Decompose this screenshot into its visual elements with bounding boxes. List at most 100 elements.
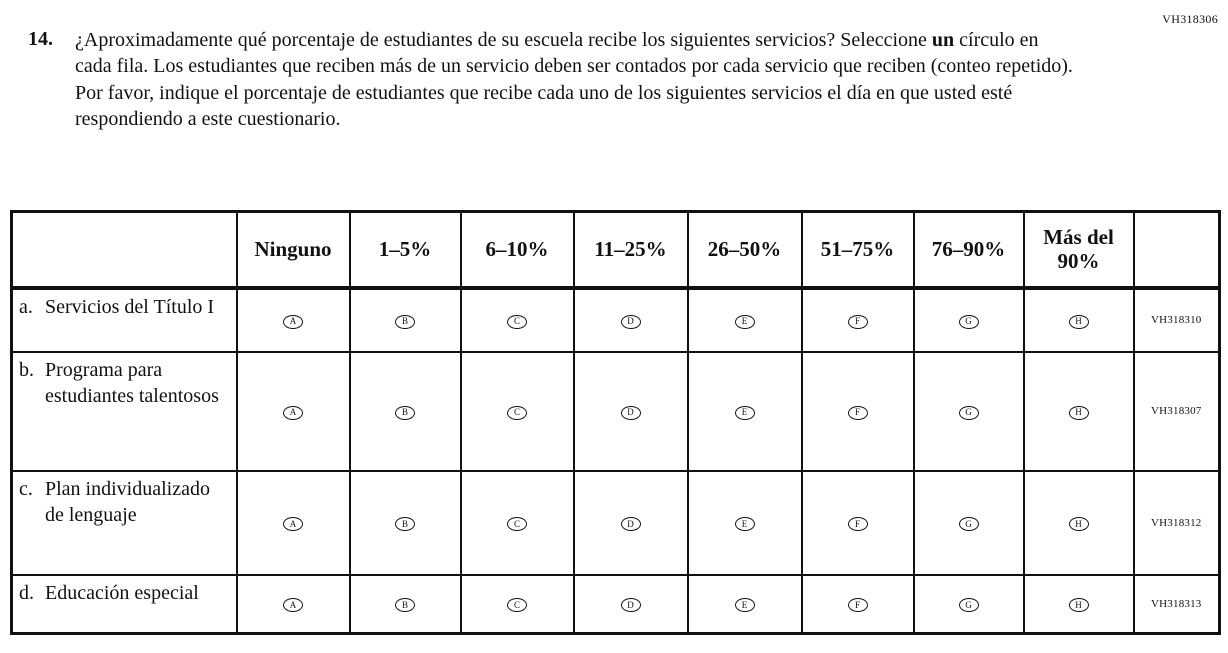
header-11-25: 11–25% bbox=[572, 210, 689, 290]
option-cell: G bbox=[912, 469, 1025, 576]
option-cell: B bbox=[348, 573, 462, 635]
table-row-a: a. Servicios del Título I A B C D E F G … bbox=[10, 286, 1221, 353]
option-cell: D bbox=[572, 573, 689, 635]
row-prefix: a. bbox=[19, 295, 33, 318]
option-circle-e[interactable]: E bbox=[734, 598, 755, 613]
header-26-50: 26–50% bbox=[686, 210, 803, 290]
table-row-b: b. Programa para estudiantes talentosos … bbox=[10, 350, 1221, 472]
row-label-a: a. Servicios del Título I bbox=[10, 286, 238, 353]
option-cell: C bbox=[459, 573, 575, 635]
option-cell: A bbox=[235, 573, 351, 635]
option-cell: H bbox=[1022, 350, 1135, 472]
option-cell: G bbox=[912, 286, 1025, 353]
header-empty-label bbox=[10, 210, 238, 290]
header-6-10: 6–10% bbox=[459, 210, 575, 290]
option-cell: H bbox=[1022, 573, 1135, 635]
header-ninguno: Ninguno bbox=[235, 210, 351, 290]
option-circle-c[interactable]: C bbox=[507, 598, 527, 613]
option-circle-b[interactable]: B bbox=[395, 517, 415, 531]
option-circle-d[interactable]: D bbox=[620, 405, 641, 420]
row-label-b: b. Programa para estudiantes talentosos bbox=[10, 350, 238, 472]
row-prefix: c. bbox=[19, 477, 33, 500]
row-code: VH318310 bbox=[1132, 286, 1221, 353]
row-label-text: Programa para estudiantes talentosos bbox=[45, 358, 219, 407]
option-cell: E bbox=[686, 469, 803, 576]
option-cell: D bbox=[572, 350, 689, 472]
question-number: 14. bbox=[28, 28, 53, 50]
option-circle-h[interactable]: H bbox=[1068, 598, 1089, 613]
option-circle-d[interactable]: D bbox=[620, 314, 641, 329]
option-circle-b[interactable]: B bbox=[395, 598, 415, 613]
option-cell: A bbox=[235, 286, 351, 353]
row-label-text: Servicios del Título I bbox=[45, 295, 215, 318]
option-cell: B bbox=[348, 350, 462, 472]
option-cell: B bbox=[348, 286, 462, 353]
option-circle-e[interactable]: E bbox=[734, 517, 755, 531]
option-cell: B bbox=[348, 469, 462, 576]
row-label-text: Plan individualizado de lenguaje bbox=[45, 477, 210, 526]
option-cell: H bbox=[1022, 286, 1135, 353]
option-circle-h[interactable]: H bbox=[1068, 314, 1089, 329]
option-cell: H bbox=[1022, 469, 1135, 576]
row-label-text: Educación especial bbox=[45, 581, 199, 604]
question-text: ¿Aproximadamente qué porcentaje de estud… bbox=[75, 27, 1075, 133]
option-circle-e[interactable]: E bbox=[734, 314, 755, 329]
option-circle-g[interactable]: G bbox=[958, 405, 979, 420]
header-1-5: 1–5% bbox=[348, 210, 462, 290]
option-cell: C bbox=[459, 286, 575, 353]
option-cell: E bbox=[686, 350, 803, 472]
option-circle-c[interactable]: C bbox=[507, 405, 527, 420]
row-label-d: d. Educación especial bbox=[10, 573, 238, 635]
option-circle-h[interactable]: H bbox=[1068, 405, 1089, 420]
option-circle-f[interactable]: F bbox=[847, 405, 868, 420]
header-51-75: 51–75% bbox=[800, 210, 915, 290]
row-prefix: d. bbox=[19, 581, 34, 604]
row-prefix: b. bbox=[19, 358, 34, 381]
option-cell: F bbox=[800, 286, 915, 353]
option-circle-e[interactable]: E bbox=[734, 405, 755, 420]
option-cell: G bbox=[912, 573, 1025, 635]
option-circle-g[interactable]: G bbox=[958, 517, 979, 531]
option-circle-g[interactable]: G bbox=[958, 314, 979, 329]
option-circle-d[interactable]: D bbox=[620, 598, 641, 613]
option-circle-h[interactable]: H bbox=[1068, 517, 1089, 531]
option-circle-a[interactable]: A bbox=[283, 314, 303, 329]
option-circle-a[interactable]: A bbox=[283, 405, 303, 420]
option-circle-b[interactable]: B bbox=[395, 405, 415, 420]
question-text-pre: ¿Aproximadamente qué porcentaje de estud… bbox=[75, 29, 932, 51]
option-circle-g[interactable]: G bbox=[958, 598, 979, 613]
option-circle-f[interactable]: F bbox=[847, 517, 868, 531]
option-circle-b[interactable]: B bbox=[395, 314, 415, 329]
option-cell: E bbox=[686, 286, 803, 353]
option-cell: C bbox=[459, 350, 575, 472]
option-circle-c[interactable]: C bbox=[507, 517, 527, 531]
table-row-c: c. Plan individualizado de lenguaje A B … bbox=[10, 469, 1221, 576]
option-cell: D bbox=[572, 286, 689, 353]
question-text-bold: un bbox=[931, 29, 955, 51]
option-cell: F bbox=[800, 350, 915, 472]
option-cell: D bbox=[572, 469, 689, 576]
option-circle-a[interactable]: A bbox=[283, 517, 303, 531]
header-mas-del-90: Más del 90% bbox=[1022, 210, 1135, 290]
row-code: VH318313 bbox=[1132, 573, 1221, 635]
row-code: VH318312 bbox=[1132, 469, 1221, 576]
option-circle-d[interactable]: D bbox=[620, 517, 641, 531]
header-empty-code bbox=[1132, 210, 1221, 290]
option-cell: A bbox=[235, 469, 351, 576]
option-cell: C bbox=[459, 469, 575, 576]
option-circle-f[interactable]: F bbox=[847, 314, 868, 329]
option-cell: E bbox=[686, 573, 803, 635]
form-code-top: VH318306 bbox=[1162, 12, 1218, 26]
option-cell: F bbox=[800, 469, 915, 576]
row-code: VH318307 bbox=[1132, 350, 1221, 472]
header-row: Ninguno 1–5% 6–10% 11–25% 26–50% 51–75% … bbox=[10, 210, 1221, 290]
option-cell: F bbox=[800, 573, 915, 635]
option-circle-a[interactable]: A bbox=[283, 598, 303, 613]
option-circle-c[interactable]: C bbox=[507, 314, 527, 329]
response-grid: Ninguno 1–5% 6–10% 11–25% 26–50% 51–75% … bbox=[10, 210, 1221, 635]
table-row-d: d. Educación especial A B C D E F G H VH… bbox=[10, 573, 1221, 635]
row-label-c: c. Plan individualizado de lenguaje bbox=[10, 469, 238, 576]
option-circle-f[interactable]: F bbox=[847, 598, 868, 613]
header-76-90: 76–90% bbox=[912, 210, 1025, 290]
